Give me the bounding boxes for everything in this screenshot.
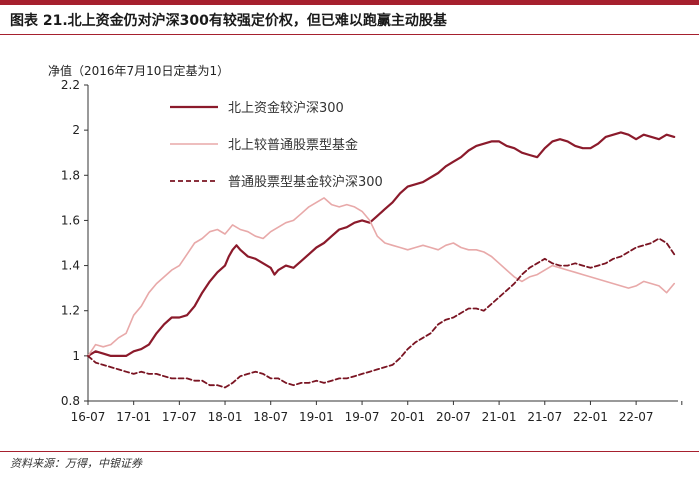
x-tick-label: 22-07 [619,410,654,424]
bottom-divider [0,451,699,452]
legend-label-1: 北上资金较沪深300 [228,100,344,116]
y-tick-label: 1.8 [61,168,80,182]
y-tick-label: 2.2 [61,78,80,92]
y-tick-label: 1.6 [61,213,80,227]
x-tick-label: 17-07 [162,410,197,424]
y-tick-label: 1.4 [61,259,80,273]
x-tick-label: 21-01 [482,410,517,424]
y-tick-label: 0.8 [61,394,80,408]
title-divider [0,34,699,35]
y-tick-label: 1 [72,349,80,363]
series-line-3 [87,237,676,389]
legend-label-3: 普通股票型基金较沪深300 [228,174,383,190]
y-axis-label: 净值（2016年7月10日定基为1） [48,63,229,78]
figure-title: 图表 21.北上资金仍对沪深300有较强定价权，但已难以跑赢主动股基 [10,13,447,29]
series-line-2 [87,197,675,357]
chart-axes: 0.8 1 1.2 1.4 1.6 1.8 2 2.2 16-07 17-01 17-07 18-01… [61,78,683,424]
x-tick-label: 22-01 [573,410,608,424]
x-tick-label: 18-07 [253,410,288,424]
x-tick-label: 16-07 [71,410,106,424]
x-tick-label: 21-07 [527,410,562,424]
x-tick-label: 20-07 [436,410,471,424]
y-tick-label: 2 [72,123,80,137]
x-tick-label: 19-07 [345,410,380,424]
x-tick-label: 18-01 [208,410,243,424]
source-note: 资料来源：万得，中银证券 [10,457,142,470]
x-tick-label: 19-01 [299,410,334,424]
y-tick-label: 1.2 [61,304,80,318]
top-accent-rule [0,0,699,5]
series-layer [86,131,676,389]
legend-label-2: 北上较普通股票型基金 [228,137,358,153]
line-chart: 净值（2016年7月10日定基为1） 0.8 1 1.2 1.4 1.6 1.8 2 2.2 1… [48,63,683,424]
x-tick-label: 17-01 [116,410,151,424]
x-tick-label: 20-01 [390,410,425,424]
series-line-1 [86,131,676,357]
